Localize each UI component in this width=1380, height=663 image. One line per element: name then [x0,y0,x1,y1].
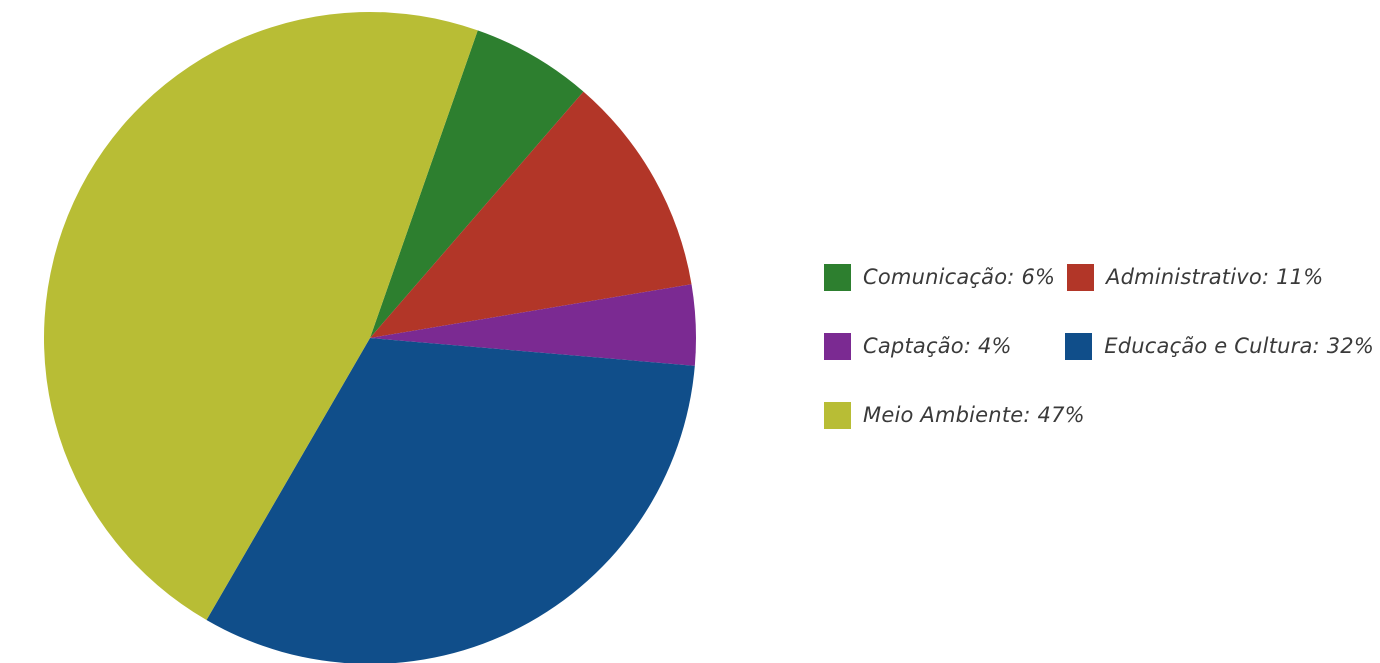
legend-item-meio-ambiente: Meio Ambiente: 47% [824,401,1085,429]
legend-label-comunicacao: Comunicação: 6% [863,265,1056,289]
legend-label-administrativo: Administrativo: 11% [1106,265,1324,289]
legend-label-meio-ambiente: Meio Ambiente: 47% [863,403,1085,427]
pie-slice-administrativo [370,91,692,338]
legend-swatch-meio-ambiente [824,401,851,429]
pie-slice-comunicacao [370,30,584,338]
legend-row: Comunicação: 6% Administrativo: 11% [824,260,1374,294]
legend-row: Meio Ambiente: 47% [824,398,1374,432]
pie-slice-captacao [370,284,697,366]
legend-item-educacao-e-cultura: Educação e Cultura: 32% [1065,332,1374,360]
legend-label-educacao-e-cultura: Educação e Cultura: 32% [1104,334,1374,358]
chart-legend: Comunicação: 6% Administrativo: 11% Capt… [824,260,1374,467]
legend-swatch-comunicacao [824,263,851,291]
legend-item-captacao: Captação: 4% [824,332,1065,360]
legend-row: Captação: 4% Educação e Cultura: 32% [824,329,1374,363]
legend-item-administrativo: Administrativo: 11% [1067,263,1324,291]
legend-swatch-educacao-e-cultura [1065,332,1093,360]
pie-slices [43,11,697,663]
pie-slice-meio-ambiente [43,11,478,621]
legend-swatch-administrativo [1067,263,1094,291]
legend-label-captacao: Captação: 4% [863,334,1012,358]
legend-item-comunicacao: Comunicação: 6% [824,263,1067,291]
legend-swatch-captacao [824,332,851,360]
pie-slice-educacao-e-cultura [206,338,695,663]
